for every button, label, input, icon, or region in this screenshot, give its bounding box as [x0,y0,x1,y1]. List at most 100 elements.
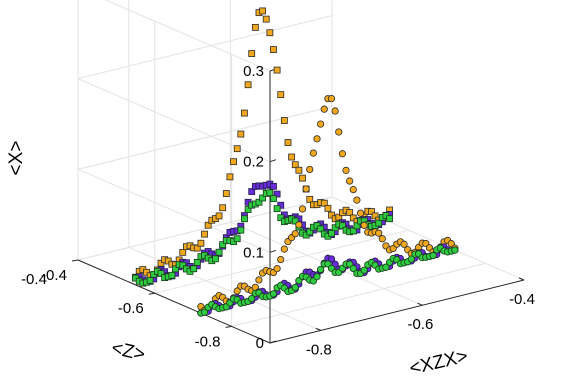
data-point-square [299,174,306,182]
data-point-circle [407,255,415,263]
data-point-circle [309,149,317,157]
data-point-circle [317,265,325,274]
z-axis-label: <X> [6,141,27,176]
data-point-square [233,145,241,153]
data-point-square [157,270,165,277]
data-point-square [324,204,332,212]
data-point-square [157,259,165,267]
x-tick-label: -0.8 [306,341,332,358]
data-point-square [339,222,346,230]
data-point-square [335,213,343,221]
tick-labels: -0.8 -0.6 -0.4 -0.8 -0.6 -0.4 0 0.1 0.2 0.3 -0.4 [21,63,535,358]
data-point-square [317,225,325,233]
x-tick [518,277,525,281]
back-wall-grid-line [77,15,333,80]
side-wall-grid-line [77,78,271,163]
data-point-square [215,212,223,220]
data-point-square [270,46,277,53]
data-point-square [262,15,270,23]
data-point-circle [360,221,368,229]
data-point-square [349,214,357,222]
data-point-square [201,230,208,238]
y-tick [148,292,155,295]
data-point-square [266,29,274,37]
data-point-circle [338,150,346,158]
z-tick [269,340,277,344]
data-point-square [193,258,201,266]
data-point-square [237,226,245,234]
data-point-circle [291,230,299,238]
x-axis-label: <XZX> [408,346,470,377]
data-point-square [251,23,259,31]
data-point-circle [342,166,350,174]
data-point-square [273,205,281,213]
data-point-circle [375,229,383,237]
data-point-square [179,248,187,256]
data-point-square [306,195,314,203]
z-tick-label: 0.1 [243,244,264,261]
data-point-square [222,190,230,197]
data-point-circle [382,263,390,271]
data-point-square [143,268,150,276]
data-point-square [215,248,223,256]
data-point-circle [360,266,368,274]
data-point-square [368,208,375,215]
data-point-circle [349,264,357,273]
y-tick [225,325,232,328]
data-point-square [328,229,335,237]
y-tick-label: -0.4 [41,267,67,284]
data-point-square [273,66,281,74]
data-point-square [277,214,285,222]
data-point-square [190,265,198,273]
data-point-circle [291,283,299,292]
y-tick [71,259,79,262]
z-tick-label: 0 [256,335,264,352]
data-point-square [248,50,256,57]
data-point-square [259,194,267,202]
data-point-square [375,219,383,227]
data-point-square [284,139,292,146]
data-point-square [244,206,252,213]
data-point-square [226,173,234,181]
side-wall-grid-line [77,168,271,253]
data-point-square [255,198,263,206]
data-point-circle [353,196,361,204]
data-point-circle [269,290,278,298]
data-point-circle [200,308,209,316]
floor-grid-line [331,196,525,281]
data-point-square [193,244,201,252]
data-point-circle [255,276,263,284]
data-point-square [230,158,237,166]
data-point-square [288,153,296,161]
data-point-circle [313,273,321,281]
data-markers [132,7,459,317]
data-point-circle [277,255,285,264]
x-axis-line [269,279,525,344]
z-tick [269,249,277,253]
data-point-circle [349,185,357,194]
data-point-square [291,161,299,169]
data-point-square [328,211,335,219]
data-point-circle [429,251,437,260]
data-point-square [172,265,179,273]
data-point-square [212,255,219,263]
z-tick [269,159,277,163]
z-tick-label: 0.3 [243,63,264,80]
data-point-circle [317,120,325,128]
data-point-square [248,188,256,195]
data-point-square [168,271,176,279]
y-axis-label: <Z> [109,338,147,366]
data-point-square [386,215,394,223]
data-point-square [295,166,303,174]
data-point-circle [320,105,328,113]
data-point-circle [356,209,365,217]
data-point-circle [327,255,336,263]
back-wall-grid-line [77,105,333,170]
x-tick-label: -0.4 [509,291,535,308]
z-tick-label: 0.2 [243,154,264,171]
data-point-circle [313,135,321,143]
data-point-circle [346,177,354,185]
data-point-circle [295,221,303,229]
data-point-circle [327,95,336,103]
data-point-circle [451,246,459,254]
